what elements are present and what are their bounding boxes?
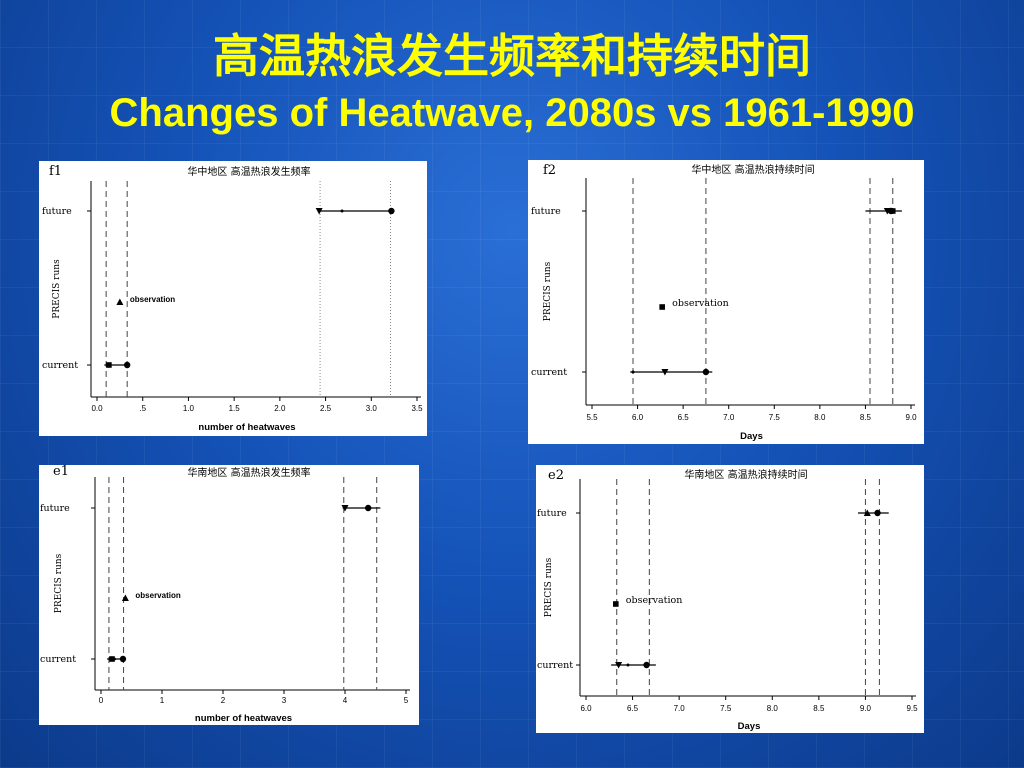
row-label-current: current <box>40 654 76 665</box>
data-point-current <box>106 362 112 368</box>
row-label-future: future <box>531 206 561 217</box>
data-point-future <box>889 208 896 214</box>
x-axis-label: number of heatwaves <box>195 713 292 724</box>
panel-tag: f1 <box>49 164 62 179</box>
chart-panel-f1: f1 华中地区 高温热浪发生频率 future current PRECIS runs 0… <box>39 161 427 436</box>
x-tick-label: 9.0 <box>860 704 872 713</box>
observation-marker <box>613 601 619 607</box>
data-point-future <box>388 207 395 215</box>
chart-e2: e2 华南地区 高温热浪持续时间 future current PRECIS runs 6… <box>537 468 918 732</box>
chart-f2: f2 华中地区 高温热浪持续时间 future current PRECIS runs 5… <box>531 163 917 442</box>
x-tick-label: 1 <box>160 696 165 705</box>
observation-label: observation <box>672 298 729 309</box>
x-tick-label: 8.0 <box>767 704 779 713</box>
y-axis-label: PRECIS runs <box>544 557 554 617</box>
x-tick-label: 6.0 <box>580 704 592 713</box>
row-label-future: future <box>42 206 72 217</box>
x-tick-label: 7.0 <box>674 704 686 713</box>
x-tick-label: 3 <box>282 696 287 705</box>
data-point-future <box>315 208 323 215</box>
x-tick-label: 7.5 <box>720 704 732 713</box>
y-axis-label: PRECIS runs <box>54 553 64 613</box>
slide-title-chinese: 高温热浪发生频率和持续时间 <box>213 29 811 83</box>
x-tick-label: 6.5 <box>678 413 690 422</box>
panel-tag: f2 <box>543 163 556 178</box>
x-tick-label: 8.5 <box>860 413 872 422</box>
chart-title: 华中地区 高温热浪持续时间 <box>691 163 814 176</box>
x-axis-label: number of heatwaves <box>198 422 295 433</box>
chart-panel-f2: f2 华中地区 高温热浪持续时间 future current PRECIS runs 5… <box>528 160 924 444</box>
x-tick-label: 7.5 <box>769 413 781 422</box>
row-label-current: current <box>537 660 573 671</box>
x-tick-label: 3.0 <box>366 404 378 413</box>
y-axis-label: PRECIS runs <box>52 259 62 319</box>
x-tick-label: 6.0 <box>632 413 644 422</box>
observation-marker <box>121 594 129 601</box>
observation-marker <box>116 298 124 305</box>
x-tick-label: 1.5 <box>229 404 241 413</box>
panel-tag: e2 <box>548 468 564 483</box>
x-tick-label: 9.0 <box>905 413 917 422</box>
data-point-future <box>364 504 372 512</box>
x-tick-label: 5.5 <box>586 413 598 422</box>
data-point-current <box>123 361 131 369</box>
x-tick-label: .5 <box>139 404 146 413</box>
data-point-current <box>626 663 630 667</box>
x-tick-label: 7.0 <box>723 413 735 422</box>
row-label-current: current <box>42 360 78 371</box>
data-point-future <box>340 209 344 213</box>
x-tick-label: 8.5 <box>813 704 825 713</box>
data-point-current <box>615 662 623 669</box>
data-point-current <box>119 655 127 663</box>
observation-label: observation <box>135 591 180 600</box>
x-tick-label: 3.5 <box>411 404 423 413</box>
x-tick-label: 0 <box>99 696 104 705</box>
row-label-current: current <box>531 367 567 378</box>
x-tick-label: 2.5 <box>320 404 332 413</box>
x-tick-label: 2 <box>221 696 226 705</box>
observation-marker <box>659 304 665 310</box>
x-tick-label: 4 <box>343 696 348 705</box>
chart-title: 华南地区 高温热浪持续时间 <box>684 468 807 481</box>
data-point-current <box>702 368 710 376</box>
panel-tag: e1 <box>53 465 69 479</box>
x-tick-label: 2.0 <box>274 404 286 413</box>
chart-e1: e1 华南地区 高温热浪发生频率 future current PRECIS runs 0… <box>40 465 410 724</box>
data-point-future <box>341 505 349 512</box>
x-tick-label: 1.0 <box>183 404 195 413</box>
x-tick-label: 5 <box>404 696 409 705</box>
chart-title: 华中地区 高温热浪发生频率 <box>187 165 310 178</box>
y-axis-label: PRECIS runs <box>543 261 553 321</box>
data-point-future <box>874 509 881 517</box>
chart-title: 华南地区 高温热浪发生频率 <box>187 466 310 479</box>
x-axis-label: Days <box>740 431 763 442</box>
observation-label: observation <box>130 295 175 304</box>
slide-title-english: Changes of Heatwave, 2080s vs 1961-1990 <box>109 91 915 135</box>
x-tick-label: 8.0 <box>814 413 826 422</box>
x-tick-label: 9.5 <box>906 704 918 713</box>
data-point-current <box>112 657 116 661</box>
row-label-future: future <box>40 503 70 514</box>
data-point-current <box>631 370 635 374</box>
chart-f1: f1 华中地区 高温热浪发生频率 future current PRECIS runs 0… <box>42 164 423 433</box>
data-point-current <box>661 369 669 376</box>
observation-label: observation <box>626 595 683 606</box>
x-axis-label: Days <box>738 721 761 732</box>
row-label-future: future <box>537 508 567 519</box>
chart-panel-e2: e2 华南地区 高温热浪持续时间 future current PRECIS runs 6… <box>536 465 924 733</box>
data-point-current <box>643 661 650 669</box>
x-tick-label: 0.0 <box>91 404 103 413</box>
x-tick-label: 6.5 <box>627 704 639 713</box>
data-point-current <box>109 656 115 662</box>
data-point-future <box>863 509 871 516</box>
chart-panel-e1: e1 华南地区 高温热浪发生频率 future current PRECIS runs 0… <box>39 465 419 725</box>
